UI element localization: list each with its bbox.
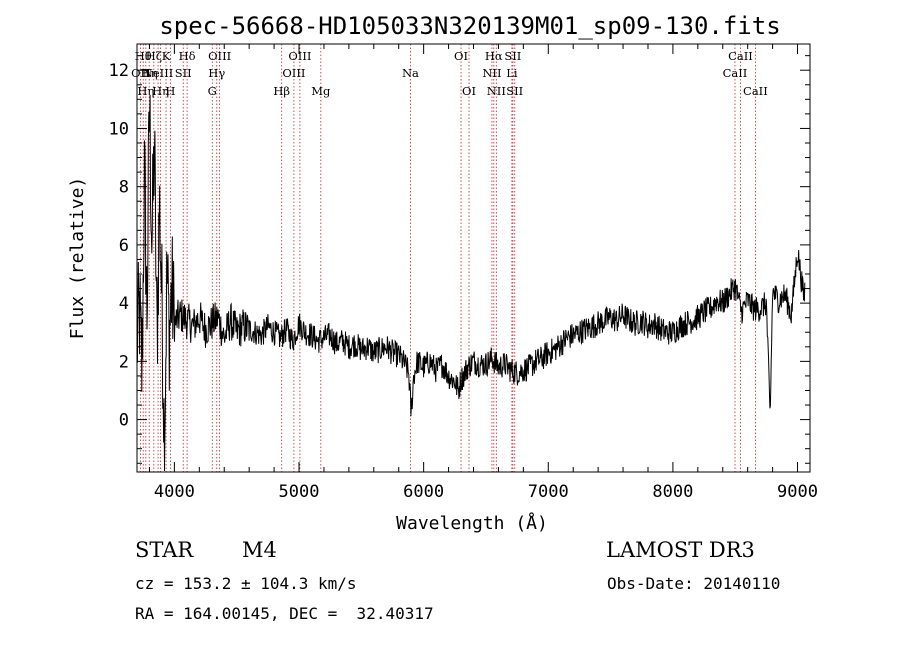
line-label-20: OI (462, 84, 476, 98)
observation-date: Obs-Date: 20140110 (607, 574, 781, 593)
line-label-8: H (165, 84, 175, 98)
x-tick-label-4000: 4000 (154, 482, 195, 502)
x-tick-label-5000: 5000 (279, 482, 320, 502)
y-tick-label-2: 2 (119, 352, 129, 372)
line-label-27: CaII (723, 66, 748, 80)
line-labels: OIIHθHηHηHζNeIIIHηKHSIIHδGHγOIIIHβOIIIOI… (131, 49, 768, 98)
line-label-28: CaII (728, 49, 753, 63)
y-tick-label-4: 4 (119, 294, 129, 314)
y-tick-label-12: 12 (109, 61, 129, 81)
line-label-5: NeIII (143, 66, 174, 80)
y-tick-label-6: 6 (119, 236, 129, 256)
line-label-9: SII (175, 66, 192, 80)
line-label-12: Hγ (208, 66, 225, 80)
line-label-16: OIII (288, 49, 311, 63)
line-label-26: SII (506, 84, 523, 98)
line-label-19: OI (454, 49, 468, 63)
line-label-21: NII (482, 66, 501, 80)
line-label-6: Hη (152, 84, 169, 98)
redshift-velocity: cz = 153.2 ± 104.3 km/s (135, 574, 357, 593)
line-label-7: K (162, 49, 171, 63)
line-label-15: OIII (282, 66, 305, 80)
y-axis-label: Flux (relative) (67, 177, 88, 340)
line-label-10: Hδ (179, 49, 196, 63)
line-label-2: Hη (137, 84, 154, 98)
line-label-11: G (208, 84, 217, 98)
x-axis-label: Wavelength (Å) (396, 512, 548, 534)
line-label-29: CaII (743, 84, 768, 98)
line-label-13: OIII (208, 49, 231, 63)
x-tick-label-6000: 6000 (403, 482, 444, 502)
x-tick-label-7000: 7000 (528, 482, 569, 502)
line-label-24: Li (506, 66, 518, 80)
line-label-0: OII (131, 66, 150, 80)
line-label-4: Hζ (146, 49, 162, 63)
object-class: STAR (135, 538, 194, 562)
line-label-23: NII (487, 84, 506, 98)
plot-frame (136, 43, 811, 473)
y-axis-ticks: 0 2 4 6 8 10 12 (109, 55, 810, 464)
line-label-18: Na (402, 66, 419, 80)
line-label-17: Mg (311, 84, 331, 98)
line-label-22: Hα (485, 49, 503, 63)
line-markers (139, 44, 756, 472)
object-subclass: M4 (242, 538, 277, 562)
line-label-25: SII (504, 49, 521, 63)
line-label-14: Hβ (273, 84, 290, 98)
line-label-3: Hη (141, 66, 158, 80)
x-tick-label-9000: 9000 (777, 482, 818, 502)
survey-name: LAMOST DR3 (606, 538, 755, 562)
coordinates: RA = 164.00145, DEC = 32.40317 (135, 604, 434, 623)
y-tick-label-10: 10 (109, 119, 129, 139)
y-tick-label-8: 8 (119, 178, 129, 198)
line-label-1: Hθ (135, 49, 152, 63)
x-tick-label-8000: 8000 (652, 482, 693, 502)
y-tick-label-0: 0 (119, 411, 129, 431)
chart-title: spec-56668-HD105033N320139M01_sp09-130.f… (159, 12, 780, 40)
spectrum-line (136, 94, 806, 472)
x-axis-ticks: 4000 5000 6000 7000 8000 9000 (148, 44, 818, 502)
